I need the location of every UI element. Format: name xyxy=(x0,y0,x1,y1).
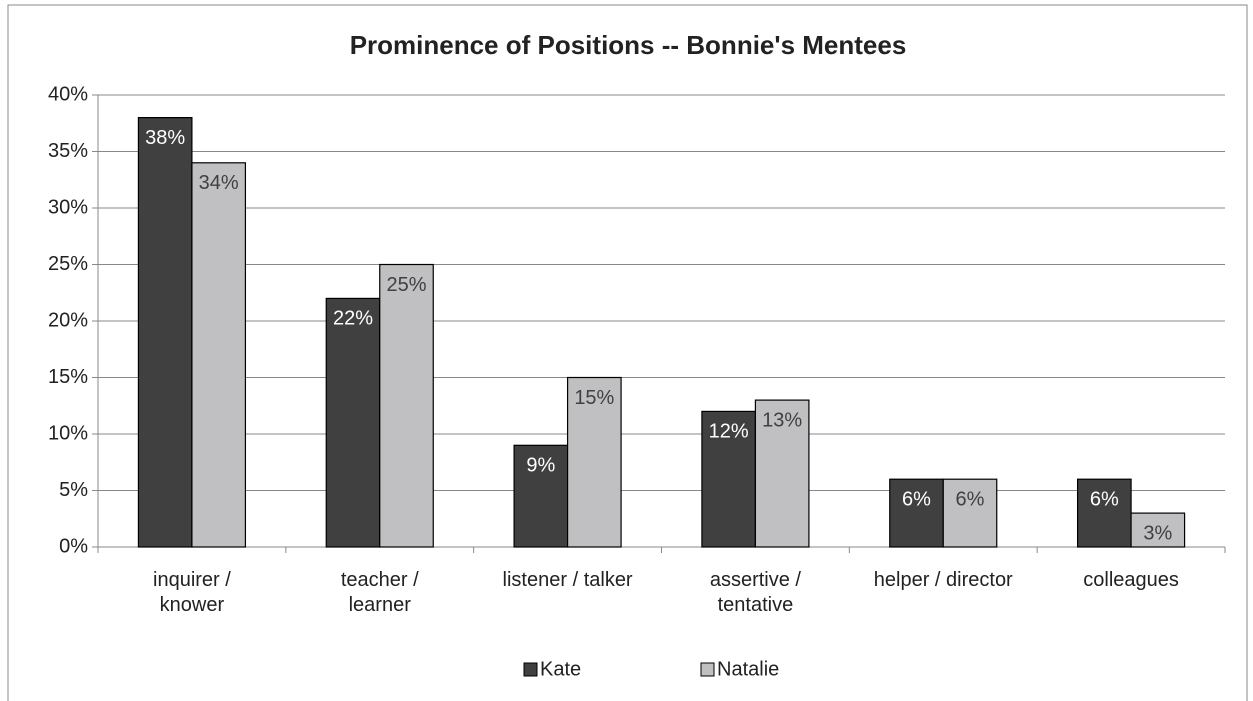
bar xyxy=(379,263,434,548)
data-label: 9% xyxy=(526,455,555,477)
data-label: 6% xyxy=(1090,488,1119,510)
x-tick-label-line: helper / director xyxy=(874,569,1013,591)
y-tick-label: 5% xyxy=(59,479,88,501)
bar xyxy=(701,410,757,548)
x-tick-label-line: knower xyxy=(160,594,225,616)
bar xyxy=(1130,512,1186,548)
bar xyxy=(513,444,569,548)
bar xyxy=(191,162,247,548)
x-tick-label-line: tentative xyxy=(718,594,794,616)
x-tick-label: listener / talker xyxy=(503,569,633,591)
bar xyxy=(889,478,944,548)
bar xyxy=(325,297,381,548)
y-tick-label: 40% xyxy=(48,83,88,105)
bar xyxy=(942,478,998,548)
legend-label: Kate xyxy=(540,658,581,680)
data-label: 6% xyxy=(902,488,931,510)
x-tick-label: inquirer / knower xyxy=(153,569,231,616)
x-tick-label-line: assertive / xyxy=(710,569,802,591)
x-tick-label: colleagues xyxy=(1083,569,1179,591)
y-tick-label: 35% xyxy=(48,140,88,162)
data-label: 12% xyxy=(709,421,749,443)
legend-label: Natalie xyxy=(717,658,779,680)
chart-title: Prominence of Positions -- Bonnie's Ment… xyxy=(350,30,907,60)
data-label: 34% xyxy=(199,172,239,194)
bar xyxy=(137,116,193,548)
data-label: 6% xyxy=(956,488,985,510)
bar xyxy=(566,376,622,548)
x-tick-label-line: inquirer / xyxy=(153,569,231,591)
bar xyxy=(1076,478,1132,548)
x-tick-label-line: colleagues xyxy=(1083,569,1179,591)
data-label: 22% xyxy=(333,308,373,330)
x-tick-label: teacher / learner xyxy=(341,569,419,616)
data-label: 15% xyxy=(574,387,614,409)
y-tick-label: 10% xyxy=(48,422,88,444)
x-tick-label-line: listener / talker xyxy=(503,569,633,591)
legend-swatch xyxy=(523,662,538,677)
y-tick-label: 20% xyxy=(48,309,88,331)
y-tick-label: 25% xyxy=(48,253,88,275)
x-tick-label-line: learner xyxy=(349,594,412,616)
data-label: 13% xyxy=(762,409,802,431)
y-tick-label: 30% xyxy=(48,196,88,218)
x-tick-label: assertive / tentative xyxy=(710,569,802,616)
data-label: 3% xyxy=(1143,522,1172,544)
x-tick-label: helper / director xyxy=(874,569,1013,591)
legend-swatch xyxy=(700,662,715,677)
bar xyxy=(754,399,810,548)
x-tick-label-line: teacher / xyxy=(341,569,419,591)
y-tick-label: 0% xyxy=(59,535,88,557)
data-label: 25% xyxy=(386,274,426,296)
y-tick-label: 15% xyxy=(48,366,88,388)
data-label: 38% xyxy=(145,127,185,149)
